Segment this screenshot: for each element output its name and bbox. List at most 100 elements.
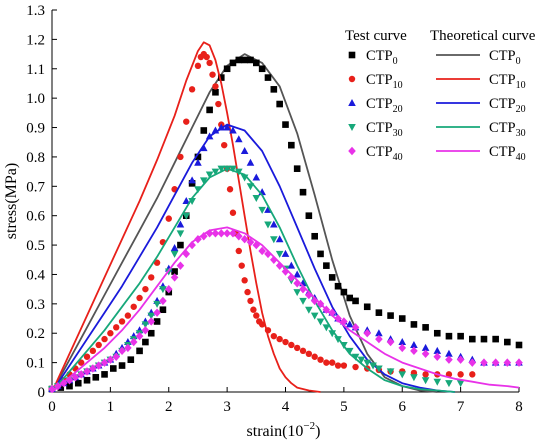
test-point-ctp40: [129, 337, 138, 347]
test-point-ctp40: [316, 299, 325, 309]
legend-theory-label-ctp40: CTP40: [489, 144, 526, 163]
test-point-ctp30: [153, 300, 161, 308]
test-point-ctp0: [171, 268, 178, 275]
test-point-ctp10: [124, 312, 132, 319]
test-point-ctp30: [235, 168, 243, 176]
test-point-ctp0: [305, 212, 313, 219]
test-point-ctp10: [238, 262, 245, 269]
test-point-ctp30: [223, 165, 231, 173]
test-point-ctp30: [176, 230, 185, 238]
legend-test-sub: 30: [393, 128, 403, 139]
test-point-ctp40: [182, 249, 191, 259]
test-point-ctp0: [253, 59, 260, 67]
test-point-ctp40: [199, 232, 208, 241]
test-point-ctp20: [287, 261, 296, 269]
test-point-ctp40: [340, 317, 348, 326]
test-point-ctp40: [264, 249, 272, 259]
y-tick-label: 1.2: [26, 32, 45, 48]
test-point-ctp0: [127, 356, 135, 363]
test-point-ctp20: [188, 176, 196, 184]
test-point-ctp20: [211, 126, 220, 134]
test-point-ctp10: [247, 297, 254, 305]
test-point-ctp40: [164, 284, 173, 294]
test-point-ctp40: [252, 240, 261, 250]
test-point-ctp10: [299, 347, 307, 355]
y-tick-label: 0.8: [26, 150, 45, 166]
test-point-ctp40: [299, 284, 307, 294]
test-point-ctp40: [334, 314, 342, 323]
test-point-ctp40: [100, 358, 109, 367]
test-point-ctp0: [480, 335, 488, 343]
test-point-ctp40: [223, 229, 231, 238]
test-point-ctp10: [89, 347, 97, 355]
test-point-ctp40: [410, 346, 418, 356]
test-point-ctp10: [212, 83, 219, 90]
test-point-ctp30: [270, 236, 278, 244]
test-point-ctp30: [199, 177, 208, 185]
test-point-ctp10: [270, 332, 278, 340]
test-point-ctp20: [375, 329, 383, 337]
test-point-ctp10: [183, 118, 190, 125]
test-point-ctp40: [515, 358, 523, 367]
test-point-ctp10: [323, 359, 330, 366]
test-point-ctp30: [357, 356, 366, 364]
test-point-ctp30: [328, 330, 336, 338]
test-point-ctp40: [118, 346, 126, 356]
legend-test-sub: 0: [393, 56, 398, 67]
test-point-ctp40: [351, 323, 360, 332]
test-point-ctp30: [398, 371, 407, 379]
test-point-ctp30: [334, 336, 342, 344]
test-point-ctp40: [194, 235, 202, 244]
x-tick-label: 1: [107, 399, 115, 415]
test-point-ctp40: [159, 296, 167, 306]
test-point-ctp0: [206, 106, 213, 114]
test-point-ctp40: [124, 343, 132, 353]
test-point-ctp40: [48, 384, 56, 394]
test-point-ctp10: [340, 362, 348, 369]
legend-theory-sub: 0: [516, 56, 521, 67]
test-point-ctp40: [112, 352, 121, 361]
test-point-ctp20: [398, 338, 407, 346]
test-point-ctp10: [329, 359, 336, 366]
test-point-ctp0: [334, 282, 342, 290]
test-point-ctp0: [445, 332, 453, 340]
legend-theory-sub: 40: [516, 152, 526, 163]
test-point-ctp40: [135, 331, 144, 341]
legend-theory-label-ctp30: CTP30: [489, 120, 526, 139]
y-tick-label: 0.1: [26, 356, 45, 372]
test-point-ctp30: [293, 289, 301, 297]
test-point-ctp40: [147, 317, 156, 326]
test-point-ctp10: [258, 321, 266, 328]
legend-marker-ctp40: [348, 146, 356, 156]
test-point-ctp10: [118, 318, 126, 325]
series-layer: [48, 41, 523, 394]
test-point-ctp10: [264, 327, 272, 334]
test-point-ctp10: [469, 371, 476, 378]
test-point-ctp40: [328, 308, 336, 317]
test-point-ctp0: [159, 306, 167, 314]
test-point-ctp30: [410, 374, 418, 382]
test-point-ctp40: [305, 290, 313, 300]
legend-theory-sub: 30: [516, 128, 526, 139]
test-point-ctp0: [340, 288, 348, 296]
test-point-ctp10: [235, 247, 242, 255]
test-point-ctp30: [188, 198, 196, 205]
test-point-ctp30: [194, 186, 202, 194]
test-point-ctp40: [421, 349, 430, 358]
test-point-ctp10: [188, 86, 196, 93]
x-tick-label: 3: [223, 399, 231, 415]
y-tick-label: 0.3: [26, 297, 45, 313]
test-point-ctp30: [159, 286, 167, 294]
legend-test-label-ctp40: CTP40: [366, 144, 403, 163]
legend-marker-ctp30: [348, 124, 356, 131]
test-point-ctp30: [351, 353, 360, 361]
legend-theory-name: CTP: [489, 120, 516, 136]
test-point-ctp10: [203, 53, 210, 61]
test-point-ctp30: [369, 362, 377, 370]
test-point-ctp40: [310, 296, 319, 306]
test-point-ctp10: [177, 153, 184, 161]
test-point-ctp30: [375, 365, 383, 373]
test-point-ctp20: [223, 123, 231, 131]
y-tick-label: 0: [38, 385, 46, 401]
test-point-ctp0: [317, 250, 324, 258]
